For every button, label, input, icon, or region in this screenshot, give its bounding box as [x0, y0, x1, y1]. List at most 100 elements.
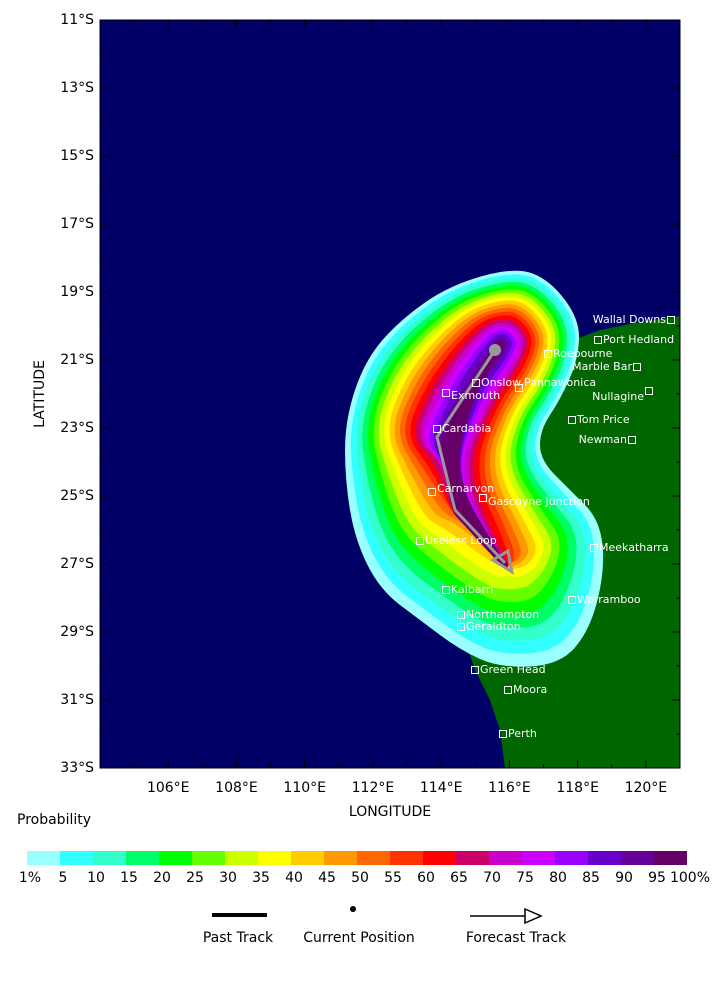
colorbar-label: 90	[615, 870, 633, 886]
city-label: Useless Loop	[425, 534, 497, 547]
city-label: Perth	[508, 727, 537, 740]
x-tick-label: 114°E	[420, 780, 463, 796]
colorbar-label: 100%	[670, 870, 710, 886]
colorbar-swatch	[192, 851, 225, 865]
forecast-arrow-key	[524, 907, 543, 925]
colorbar-label: 95	[648, 870, 666, 886]
colorbar-swatch	[522, 851, 555, 865]
city-label: Green Head	[480, 663, 546, 676]
city-label: Gascoyne Junction	[488, 495, 590, 508]
x-tick-label: 116°E	[488, 780, 531, 796]
legend-key-label: Forecast Track	[466, 930, 567, 946]
colorbar-swatch	[225, 851, 258, 865]
current-position	[489, 344, 501, 356]
y-tick-label: 13°S	[60, 80, 94, 96]
y-tick-label: 29°S	[60, 624, 94, 640]
x-axis-label: LONGITUDE	[349, 804, 431, 820]
colorbar-swatch	[588, 851, 621, 865]
city-label: Nullagine	[592, 390, 644, 403]
city-marker	[472, 379, 480, 387]
city-label: Newman	[579, 433, 627, 446]
city-label: Roebourne	[553, 347, 613, 360]
y-tick-label: 19°S	[60, 284, 94, 300]
city-marker	[471, 666, 479, 674]
city-marker	[433, 425, 441, 433]
x-tick-label: 110°E	[283, 780, 326, 796]
y-tick-label: 21°S	[60, 352, 94, 368]
city-label: Tom Price	[576, 413, 630, 426]
city-marker	[590, 544, 598, 552]
map-layers: Wallal Downs Port HedlandRoebourneMarble …	[345, 270, 680, 768]
probability-layer	[420, 322, 524, 569]
colorbar-swatch	[291, 851, 324, 865]
x-tick-label: 108°E	[215, 780, 258, 796]
city-marker	[594, 336, 602, 344]
probability-layer	[425, 326, 520, 569]
city-marker	[568, 596, 576, 604]
x-tick-label: 106°E	[147, 780, 190, 796]
city-marker	[515, 384, 523, 392]
city-marker	[568, 416, 576, 424]
colorbar-label: 30	[219, 870, 237, 886]
forecast-track-line	[453, 508, 507, 565]
colorbar-label: 20	[153, 870, 171, 886]
city-marker	[544, 350, 552, 358]
colorbar-swatch	[621, 851, 654, 865]
cities: Wallal Downs Port HedlandRoebourneMarble …	[416, 313, 675, 740]
colorbar-label: 1%	[19, 870, 41, 886]
city-label: Kalbarri	[451, 583, 493, 596]
city-label: Warramboo	[577, 593, 641, 606]
city-marker	[428, 488, 436, 496]
current-position-key	[350, 906, 356, 912]
colorbar-swatch	[390, 851, 423, 865]
x-tick-label: 112°E	[352, 780, 395, 796]
city-marker	[479, 494, 487, 502]
city-marker	[457, 623, 465, 631]
city-marker	[645, 387, 653, 395]
colorbar-swatch	[159, 851, 192, 865]
colorbar-label: 25	[186, 870, 204, 886]
y-tick-label: 23°S	[60, 420, 94, 436]
city-marker	[667, 316, 675, 324]
city-label: Port Hedland	[603, 333, 674, 346]
y-tick-label: 31°S	[60, 692, 94, 708]
legend-title: Probability	[17, 812, 91, 828]
probability-field	[345, 270, 604, 667]
legend-key-label: Past Track	[203, 930, 274, 946]
city-label: Northampton	[466, 608, 539, 621]
y-tick-label: 11°S	[60, 12, 94, 28]
x-tick-label: 118°E	[556, 780, 599, 796]
colorbar-label: 50	[351, 870, 369, 886]
colorbar-swatch	[654, 851, 687, 865]
y-tick-label: 27°S	[60, 556, 94, 572]
colorbar-swatch	[456, 851, 489, 865]
city-label: Cardabia	[442, 422, 491, 435]
city-marker	[442, 389, 450, 397]
colorbar-label: 45	[318, 870, 336, 886]
colorbar-swatch	[423, 851, 456, 865]
city-marker	[457, 611, 465, 619]
city-marker	[442, 586, 450, 594]
colorbar-label: 85	[582, 870, 600, 886]
colorbar-swatch	[324, 851, 357, 865]
city-marker	[499, 730, 507, 738]
city-label: Carnarvon	[437, 482, 494, 495]
colorbar-label: 60	[417, 870, 435, 886]
colorbar-label: 80	[549, 870, 567, 886]
y-tick-label: 33°S	[60, 760, 94, 776]
colorbar-label: 40	[285, 870, 303, 886]
colorbar-label: 15	[120, 870, 138, 886]
city-label: Exmouth	[451, 389, 500, 402]
colorbar-swatch	[93, 851, 126, 865]
colorbar-swatch	[258, 851, 291, 865]
colorbar-label: 65	[450, 870, 468, 886]
colorbar-swatch	[357, 851, 390, 865]
city-label: Wallal Downs	[593, 313, 666, 326]
y-tick-label: 15°S	[60, 148, 94, 164]
colorbar-swatch	[555, 851, 588, 865]
city-label: Geraldton	[466, 620, 521, 633]
city-label: Pannawonica	[524, 376, 596, 389]
city-marker	[628, 436, 636, 444]
